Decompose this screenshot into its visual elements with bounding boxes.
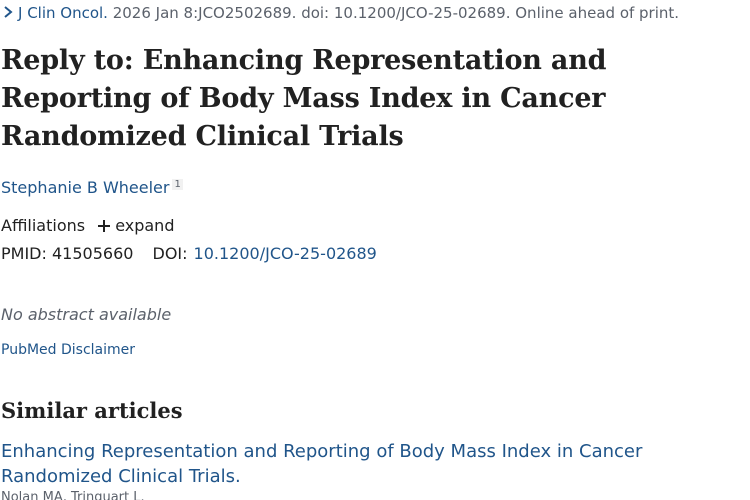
pmid-label: PMID: [1,244,47,263]
identifiers-row: PMID: 41505660 DOI: 10.1200/JCO-25-02689 [1,244,377,263]
expand-affiliations-button[interactable]: expand [98,216,174,235]
article-title: Reply to: Enhancing Representation and R… [1,45,607,152]
similar-article-link[interactable]: Enhancing Representation and Reporting o… [1,441,643,487]
author-link[interactable]: Stephanie B Wheeler [1,178,170,197]
affiliation-number[interactable]: 1 [172,179,183,190]
affiliations-row: Affiliations expand [1,216,174,235]
pubmed-disclaimer-link[interactable]: PubMed Disclaimer [1,342,136,358]
similar-articles-heading: Similar articles [1,398,183,423]
expand-label: expand [115,216,175,235]
no-abstract-note: No abstract available [1,305,172,324]
chevron-right-icon [2,4,14,20]
citation-line: J Clin Oncol. 2026 Jan 8:JCO2502689. doi… [2,4,679,22]
citation-details: 2026 Jan 8:JCO2502689. doi: 10.1200/JCO-… [107,4,680,22]
doi-label: DOI: [152,244,188,263]
journal-link[interactable]: J Clin Oncol. [18,4,108,22]
similar-article-authors: Nolan MA, Trinquart L. [1,490,145,500]
doi-link[interactable]: 10.1200/JCO-25-02689 [193,244,377,263]
author-list: Stephanie B Wheeler 1 [1,178,183,197]
affiliations-label: Affiliations [1,216,86,235]
pmid-value: 41505660 [51,244,134,263]
plus-icon [98,220,111,232]
